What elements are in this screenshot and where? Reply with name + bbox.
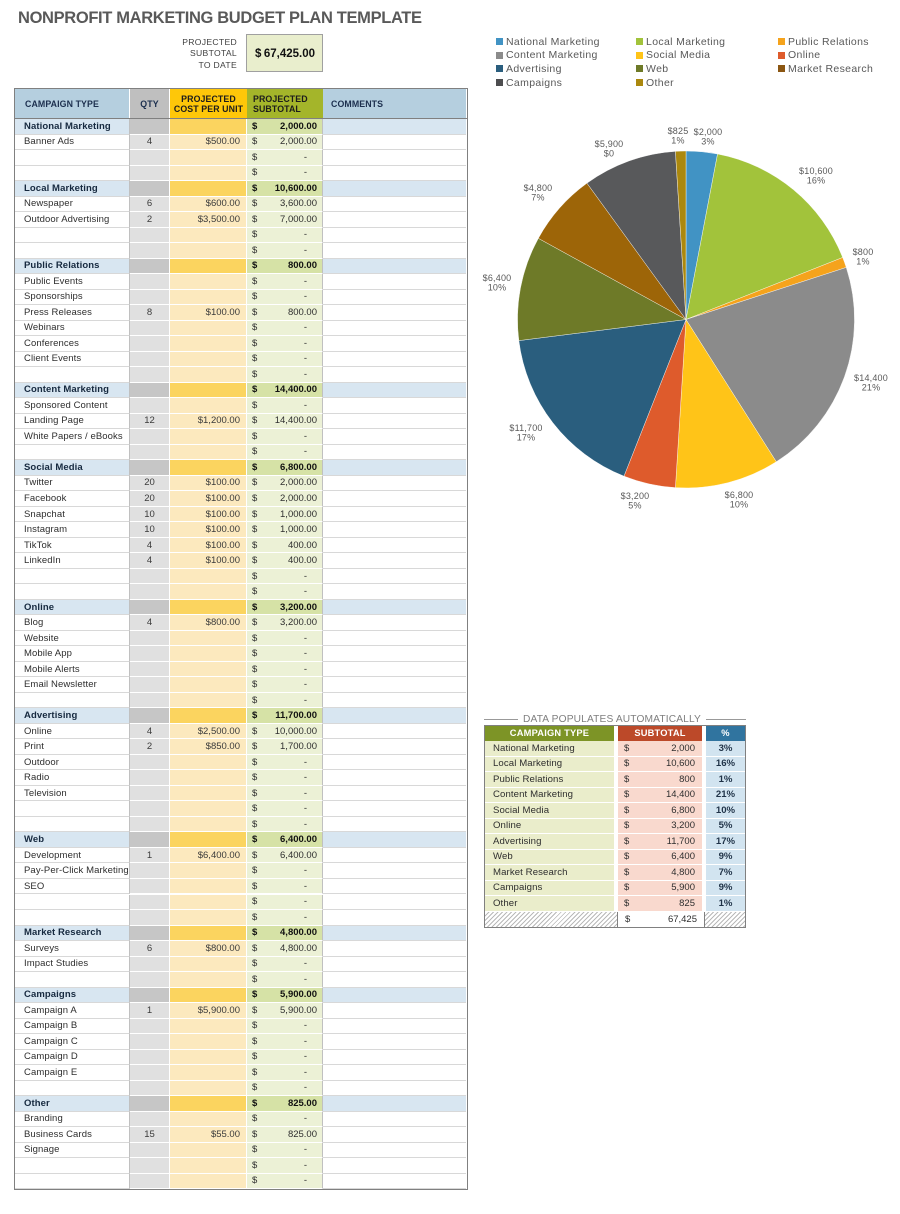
svg-text:$5,900$0: $5,900 $0 (595, 139, 624, 159)
